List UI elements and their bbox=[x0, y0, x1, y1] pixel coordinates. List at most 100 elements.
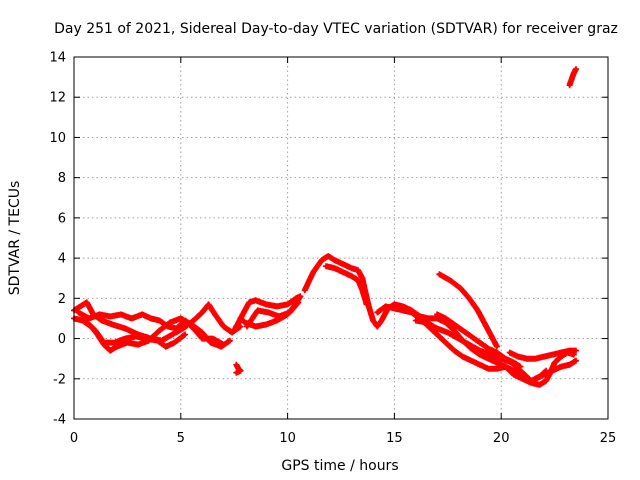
data-point bbox=[130, 316, 134, 320]
data-point bbox=[264, 302, 268, 306]
data-point bbox=[192, 326, 196, 331]
data-point bbox=[183, 318, 187, 323]
data-point bbox=[559, 351, 563, 355]
data-point bbox=[333, 266, 337, 270]
data-series bbox=[233, 361, 244, 376]
data-point bbox=[100, 318, 104, 323]
data-point bbox=[367, 304, 371, 308]
data-point bbox=[495, 351, 499, 355]
data-point bbox=[467, 343, 471, 347]
data-point bbox=[488, 332, 493, 337]
data-point bbox=[341, 270, 345, 274]
series-markers bbox=[434, 311, 524, 370]
data-point bbox=[553, 361, 557, 365]
grid bbox=[74, 57, 608, 419]
data-point bbox=[85, 300, 89, 304]
data-point bbox=[414, 318, 418, 323]
data-point bbox=[200, 337, 204, 341]
data-point bbox=[113, 341, 117, 345]
data-point bbox=[525, 357, 529, 361]
data-point bbox=[568, 349, 572, 353]
data-point bbox=[115, 345, 119, 349]
y-tick-label: 4 bbox=[58, 252, 66, 267]
data-point bbox=[568, 83, 572, 87]
data-point bbox=[76, 310, 80, 314]
data-point bbox=[232, 328, 236, 333]
data-point bbox=[446, 330, 450, 335]
data-point bbox=[93, 328, 97, 333]
data-point bbox=[350, 266, 354, 270]
x-tick-label: 0 bbox=[70, 431, 78, 446]
data-point bbox=[574, 67, 578, 71]
data-point bbox=[459, 286, 463, 290]
data-point bbox=[286, 302, 290, 306]
data-point bbox=[87, 316, 91, 320]
data-point bbox=[508, 351, 512, 355]
data-point bbox=[140, 312, 144, 316]
data-point bbox=[228, 339, 232, 343]
data-point bbox=[211, 337, 215, 341]
data-point bbox=[350, 274, 354, 278]
data-point bbox=[164, 345, 168, 349]
data-series bbox=[75, 309, 227, 348]
y-tick-label: 2 bbox=[58, 292, 66, 307]
data-point bbox=[209, 341, 213, 345]
data-point bbox=[239, 316, 243, 320]
data-series bbox=[323, 263, 370, 308]
data-point bbox=[375, 310, 379, 314]
data-point bbox=[303, 288, 307, 292]
data-point bbox=[298, 294, 302, 298]
data-point bbox=[356, 278, 360, 282]
data-point bbox=[444, 316, 448, 320]
data-point bbox=[538, 383, 542, 387]
data-point bbox=[495, 367, 499, 371]
data-point bbox=[275, 304, 279, 308]
data-point bbox=[125, 341, 129, 345]
x-tick-label: 25 bbox=[600, 431, 617, 446]
data-point bbox=[574, 349, 578, 353]
data-point bbox=[544, 379, 548, 383]
data-point bbox=[200, 330, 204, 335]
data-point bbox=[476, 308, 480, 312]
data-point bbox=[234, 363, 238, 367]
data-point bbox=[542, 373, 546, 377]
data-point bbox=[516, 355, 520, 359]
data-point bbox=[192, 318, 196, 323]
data-point bbox=[134, 334, 138, 339]
y-tick-label: -2 bbox=[53, 372, 66, 387]
data-point bbox=[482, 320, 486, 325]
data-point bbox=[123, 326, 127, 331]
data-point bbox=[110, 322, 114, 327]
series-markers bbox=[323, 263, 370, 308]
data-point bbox=[435, 312, 439, 316]
data-point bbox=[486, 347, 490, 351]
y-tick-label: 8 bbox=[58, 171, 66, 186]
data-point bbox=[245, 324, 249, 329]
data-point bbox=[570, 77, 574, 81]
data-point bbox=[574, 359, 578, 363]
data-point bbox=[324, 264, 328, 268]
x-tick-label: 5 bbox=[177, 431, 185, 446]
data-point bbox=[529, 379, 533, 383]
data-point bbox=[234, 371, 238, 375]
data-series bbox=[506, 347, 579, 362]
series-markers bbox=[436, 271, 500, 350]
data-point bbox=[427, 316, 431, 320]
data-point bbox=[183, 332, 187, 337]
data-point bbox=[264, 322, 268, 327]
data-point bbox=[512, 369, 516, 373]
data-point bbox=[172, 341, 176, 345]
data-point bbox=[365, 302, 369, 306]
chart-title: Day 251 of 2021, Sidereal Day-to-day VTE… bbox=[54, 21, 618, 37]
data-point bbox=[409, 310, 414, 314]
data-point bbox=[108, 314, 112, 318]
data-point bbox=[275, 318, 279, 323]
data-point bbox=[294, 296, 298, 300]
data-point bbox=[326, 254, 330, 258]
data-point bbox=[456, 337, 461, 341]
data-point bbox=[518, 365, 523, 369]
data-point bbox=[230, 330, 234, 335]
data-point bbox=[85, 320, 89, 325]
data-point bbox=[360, 288, 364, 292]
data-point bbox=[572, 353, 576, 357]
